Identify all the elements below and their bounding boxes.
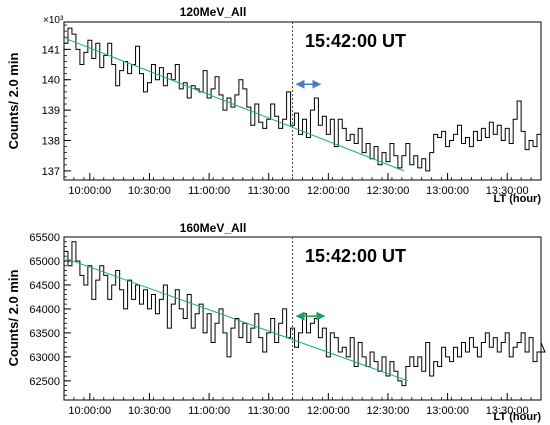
y-tick-label: 140	[42, 75, 60, 87]
y-axis-label: Counts/ 2.0 min	[6, 270, 21, 367]
y-axis-label: Counts/ 2.0 min	[6, 53, 21, 150]
x-tick-label: 12:00:00	[307, 185, 350, 197]
chart-title: 120MeV_All	[180, 5, 247, 19]
x-ticks: 10:00:00 10:30:00 11:00:00 11:30:00 12:00:00…	[63, 393, 542, 417]
y-tick-label: 141	[42, 44, 60, 56]
y-tick-label: 137	[42, 166, 60, 178]
x-tick-label: 12:30:00	[367, 185, 410, 197]
y-ticks: 62500 63000 63500 64000 64500 65000 65500	[29, 232, 71, 401]
x-tick-label: 10:30:00	[128, 405, 171, 417]
y-tick-label: 64000	[29, 304, 60, 316]
x-tick-label: 10:30:00	[128, 185, 171, 197]
x-axis-label: LT (hour)	[494, 193, 542, 205]
series-histogram	[64, 27, 541, 172]
y-tick-label: 62500	[29, 376, 60, 388]
y-ticks: 137 138 139 140 141	[42, 24, 71, 178]
y-tick-label: 65500	[29, 232, 60, 244]
x-tick-label: 10:00:00	[68, 185, 111, 197]
y-tick-label: 63000	[29, 352, 60, 364]
exponent-label: ×10³	[43, 15, 64, 26]
x-tick-label: 11:00:00	[188, 405, 230, 417]
panel-120mev: 120MeV_All ×10³ Counts/ 2.0 min LT (hour…	[6, 5, 542, 205]
trend-fit-line	[65, 38, 405, 172]
plot-frame	[63, 21, 542, 181]
x-tick-label: 13:30:00	[486, 405, 529, 417]
x-tick-label: 13:00:00	[426, 185, 469, 197]
y-tick-label: 138	[42, 136, 60, 148]
panel-160mev: 160MeV_All Counts/ 2.0 min LT (hour) 15:…	[6, 221, 546, 423]
trend-fit-line	[65, 258, 409, 382]
x-tick-label: 12:00:00	[307, 405, 350, 417]
x-axis-label: LT (hour)	[494, 411, 542, 423]
chart-title: 160MeV_All	[180, 221, 247, 235]
y-tick-label: 64500	[29, 280, 60, 292]
x-tick-label: 10:00:00	[68, 405, 111, 417]
x-ticks: 10:00:00 10:30:00 11:00:00 11:30:00 12:00:00…	[63, 173, 542, 197]
y-tick-label: 65000	[29, 256, 60, 268]
x-tick-label: 12:30:00	[367, 405, 410, 417]
y-tick-label: 63500	[29, 328, 60, 340]
timestamp-annotation: 15:42:00 UT	[305, 31, 406, 51]
x-tick-label: 13:30:00	[486, 185, 529, 197]
x-tick-label: 11:00:00	[188, 185, 230, 197]
x-tick-label: 11:30:00	[248, 405, 290, 417]
timestamp-annotation: 15:42:00 UT	[305, 246, 406, 266]
x-tick-label: 11:30:00	[248, 185, 290, 197]
y-tick-label: 139	[42, 105, 60, 117]
x-tick-label: 13:00:00	[426, 405, 469, 417]
